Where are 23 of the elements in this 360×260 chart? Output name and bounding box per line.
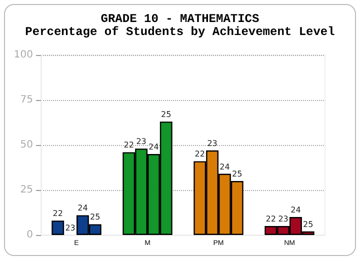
series-label: 23 — [136, 137, 146, 146]
text: 25 — [303, 220, 314, 229]
text: 23 — [65, 224, 76, 232]
y-tick-label: 50 — [20, 140, 33, 150]
text: 24 — [220, 162, 230, 172]
series-label: 25 — [232, 170, 242, 178]
text: 25 — [90, 212, 100, 222]
text: 23 — [278, 214, 288, 224]
y-tick-label: 25 — [20, 184, 33, 196]
text: 24 — [290, 206, 301, 214]
text: 22 — [266, 214, 276, 224]
chart-subtitle: Percentage of Students by Achievement Level — [25, 25, 335, 39]
chart-title: GRADE 10 - MATHEMATICS — [100, 12, 260, 26]
text: 25 — [161, 110, 172, 120]
y-tick-label: 0 — [26, 230, 33, 240]
series-label: 22 — [52, 209, 63, 218]
series-label: 24 — [148, 142, 159, 152]
text: 22 — [194, 150, 205, 159]
text: 24 — [78, 204, 88, 213]
text: 23 — [207, 138, 218, 148]
text: 22 — [124, 140, 134, 150]
y-tick-label: 75 — [20, 94, 33, 106]
y-tick-label: 100 — [14, 50, 33, 60]
